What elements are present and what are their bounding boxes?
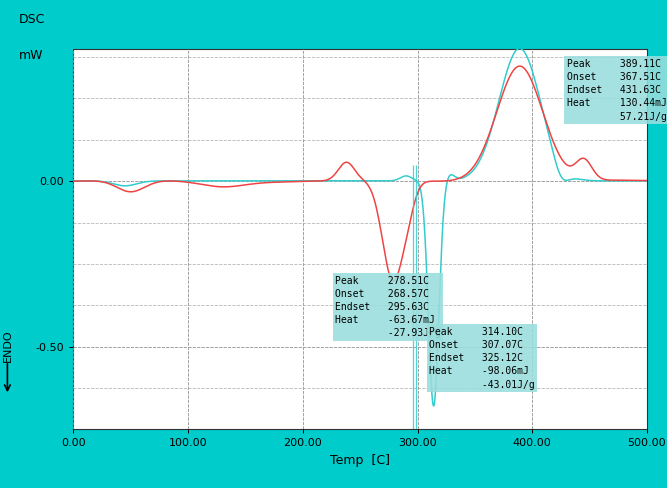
Text: mW: mW bbox=[19, 49, 43, 62]
Text: Peak     389.11C
Onset    367.51C
Endset   431.63C
Heat     130.44mJ
         57: Peak 389.11C Onset 367.51C Endset 431.63… bbox=[567, 59, 666, 122]
Text: Peak     278.51C
Onset    268.57C
Endset   295.63C
Heat     -63.67mJ
         -2: Peak 278.51C Onset 268.57C Endset 295.63… bbox=[335, 276, 441, 338]
Text: ENDO: ENDO bbox=[3, 329, 13, 362]
X-axis label: Temp  [C]: Temp [C] bbox=[330, 454, 390, 467]
Text: Peak     314.10C
Onset    307.07C
Endset   325.12C
Heat     -98.06mJ
         -4: Peak 314.10C Onset 307.07C Endset 325.12… bbox=[429, 327, 535, 389]
Text: DSC: DSC bbox=[19, 13, 45, 26]
